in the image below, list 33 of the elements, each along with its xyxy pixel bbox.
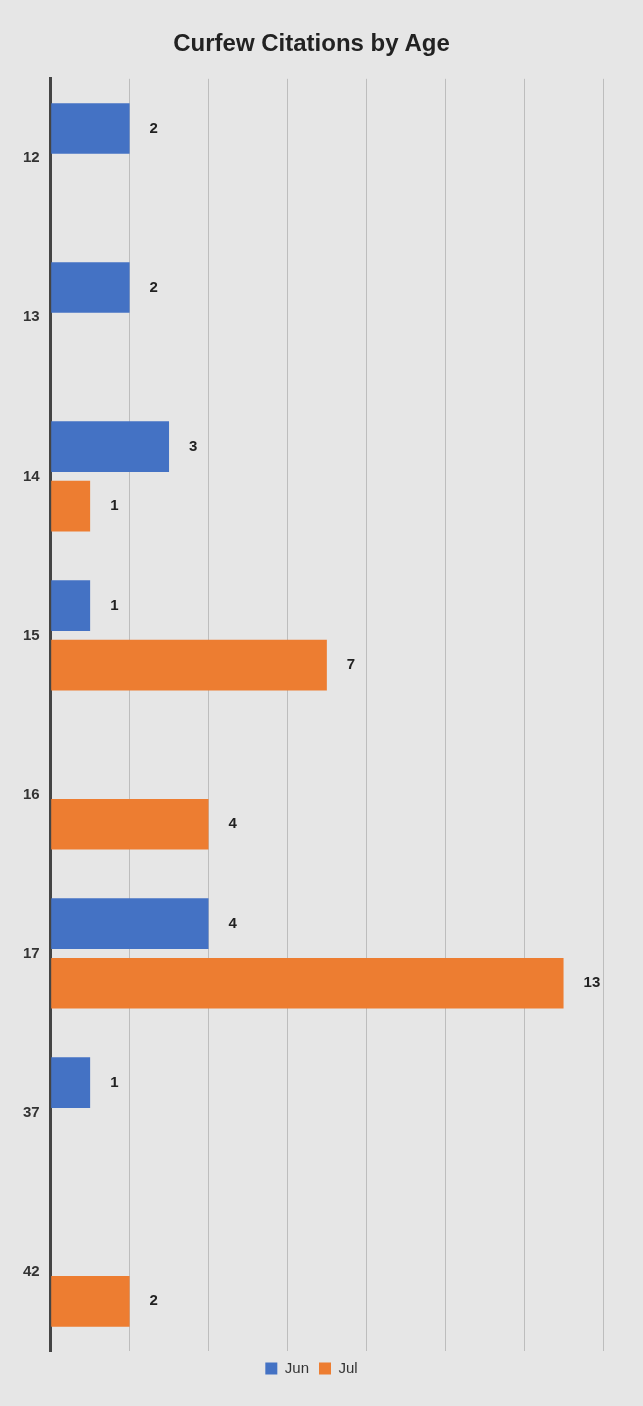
data-label: 2 bbox=[149, 1291, 158, 1309]
chart-title: Curfew Citations by Age bbox=[173, 29, 450, 57]
y-tick-label: 42 bbox=[23, 1261, 40, 1279]
y-tick-label: 37 bbox=[23, 1102, 40, 1120]
y-tick-label: 15 bbox=[23, 625, 40, 643]
data-label: 3 bbox=[189, 436, 198, 454]
data-label: 4 bbox=[228, 913, 238, 931]
bar bbox=[51, 421, 170, 472]
bar bbox=[51, 480, 91, 532]
data-label: 2 bbox=[149, 277, 158, 295]
bar bbox=[51, 580, 91, 631]
legend-label: Jun bbox=[284, 1358, 310, 1376]
bar bbox=[51, 798, 209, 850]
bar bbox=[51, 262, 130, 313]
data-label: 7 bbox=[346, 655, 356, 673]
data-label: 2 bbox=[149, 118, 158, 136]
bar bbox=[51, 1275, 130, 1327]
data-label: 13 bbox=[583, 973, 601, 991]
bar bbox=[51, 1057, 91, 1108]
legend-label: Jul bbox=[338, 1358, 358, 1376]
data-label: 4 bbox=[228, 814, 238, 832]
y-tick-label: 17 bbox=[23, 943, 40, 961]
data-label: 1 bbox=[110, 595, 119, 613]
y-tick-label: 12 bbox=[23, 148, 40, 166]
bar bbox=[51, 957, 564, 1009]
y-tick-label: 16 bbox=[23, 784, 40, 802]
data-label: 1 bbox=[110, 1072, 119, 1090]
bar bbox=[51, 103, 130, 154]
y-tick-label: 13 bbox=[23, 307, 40, 325]
bar bbox=[51, 898, 209, 949]
data-label: 1 bbox=[110, 496, 119, 514]
bar bbox=[51, 639, 327, 691]
y-tick-label: 14 bbox=[23, 466, 41, 484]
